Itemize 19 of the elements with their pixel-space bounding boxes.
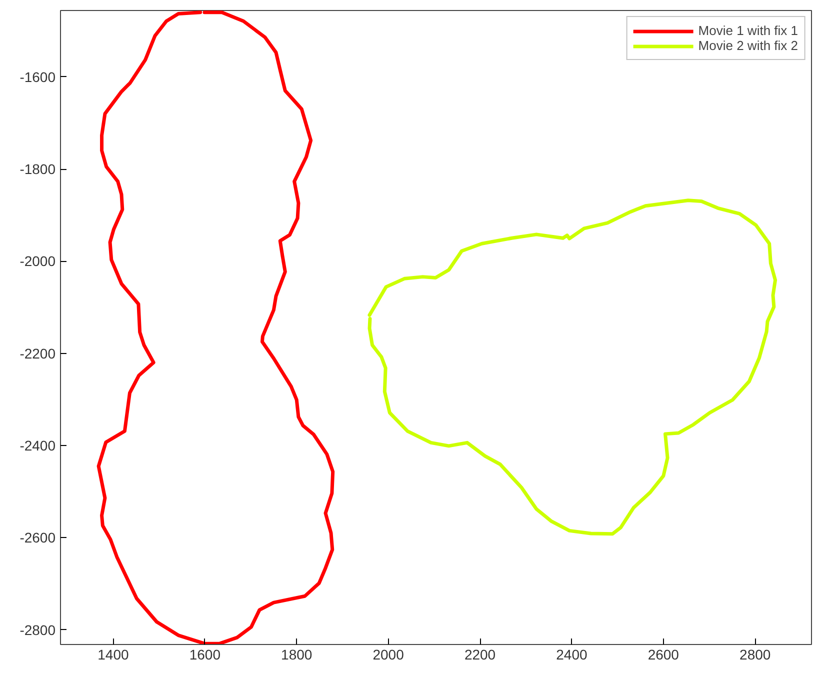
y-tick-label: -2800 bbox=[20, 622, 56, 638]
line-series bbox=[96, 10, 335, 644]
x-tick-label: 1400 bbox=[98, 646, 130, 662]
x-tick-label: 2200 bbox=[464, 646, 496, 662]
y-tick-label: -2600 bbox=[20, 530, 56, 546]
x-tick-label: 2000 bbox=[372, 646, 404, 662]
x-tick-label: 2600 bbox=[648, 646, 680, 662]
y-tick-label: -1800 bbox=[20, 161, 56, 177]
x-tick-label: 2800 bbox=[740, 646, 771, 662]
legend-label: Movie 1 with fix 1 bbox=[698, 23, 798, 38]
x-tick-label: 1600 bbox=[189, 646, 221, 662]
y-tick-label: -2200 bbox=[20, 345, 56, 362]
y-tick-label: -1600 bbox=[20, 68, 56, 85]
x-tick-label: 1800 bbox=[281, 646, 312, 662]
y-tick-label: -2000 bbox=[20, 253, 56, 270]
line-series bbox=[368, 198, 778, 536]
x-tick-label: 2400 bbox=[556, 646, 588, 662]
y-tick-label: -2400 bbox=[20, 437, 56, 454]
legend-label: Movie 2 with fix 2 bbox=[698, 38, 798, 53]
